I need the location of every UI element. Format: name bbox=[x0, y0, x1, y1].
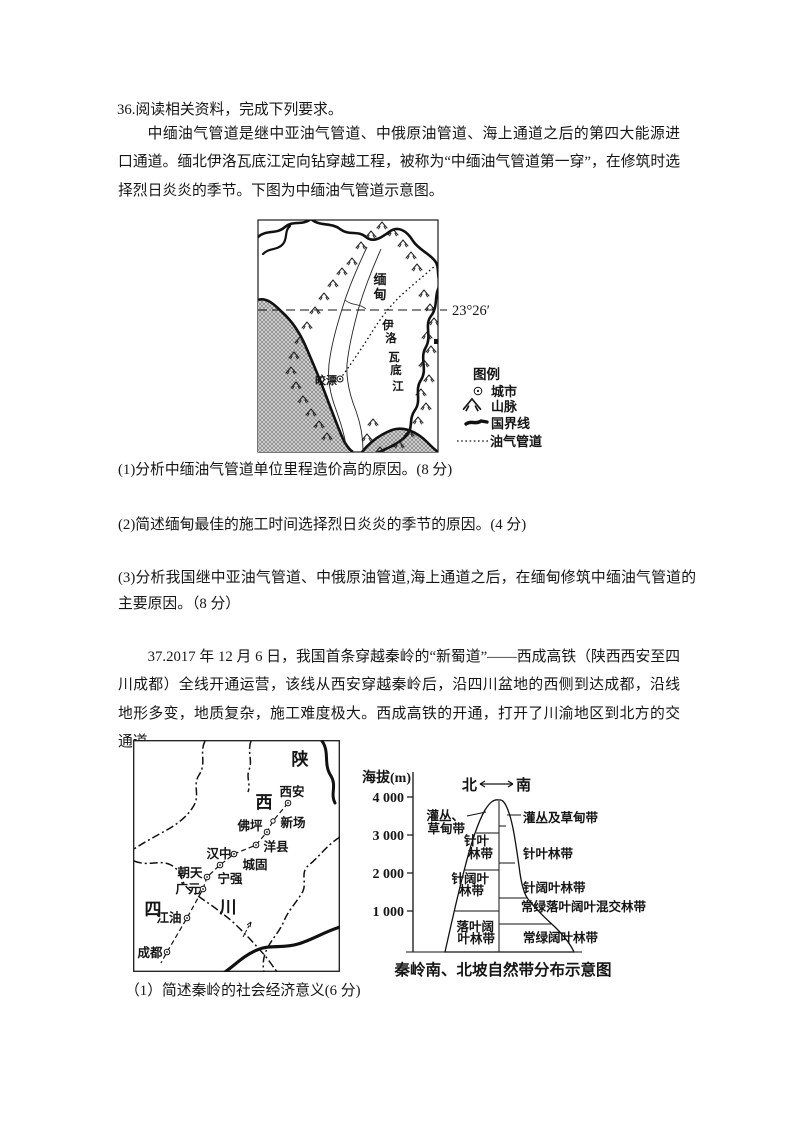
border-line-icon bbox=[464, 419, 489, 426]
latitude-label: 23°26′ bbox=[452, 303, 490, 319]
city-label-hanzhong: 汉中 bbox=[206, 846, 231, 861]
north-south-arrow bbox=[479, 780, 514, 788]
south-belt-lines bbox=[499, 814, 551, 925]
mountain-profile bbox=[444, 799, 576, 953]
south-belt-evergreen: 常绿阔叶林带 bbox=[523, 930, 599, 945]
legend-item-city: 城市 bbox=[491, 384, 517, 399]
tick-1000: 1 000 bbox=[373, 905, 405, 920]
north-belt-deciduous-2: 叶林带 bbox=[457, 931, 495, 946]
city-label-chaotian: 朝天 bbox=[177, 865, 203, 880]
question-36-3: (3)分析我国继中亚油气管道、中俄原油管道,海上通道之后，在缅甸修筑中缅油气管道… bbox=[118, 570, 696, 612]
qinling-belt-diagram: 海拔(m) 4 000 3 000 2 000 1 000 北 南 灌丛、 草甸… bbox=[362, 769, 647, 979]
question-36-2: (2)简述缅甸最佳的施工时间选择烈日炎炎的季节的原因。(4 分) bbox=[118, 517, 527, 533]
south-belt-mixed: 针阔叶林带 bbox=[523, 880, 586, 895]
tick-2000: 2 000 bbox=[373, 867, 405, 882]
question-36-intro: 中缅油气管道是继中亚油气管道、中俄原油管道、海上通道之后的第四大能源进口通道。缅… bbox=[118, 126, 680, 199]
small-dashed-segment bbox=[242, 921, 252, 938]
south-label: 南 bbox=[516, 776, 531, 794]
city-marker-dots bbox=[166, 802, 289, 953]
y-axis-ticks bbox=[407, 796, 413, 912]
diagram-caption: 秦岭南、北坡自然带分布示意图 bbox=[393, 960, 611, 979]
city-label-guangyuan: 广元 bbox=[175, 881, 201, 896]
sea-area bbox=[258, 299, 353, 452]
north-belt-shrub-1: 灌丛、 bbox=[425, 808, 464, 823]
city-label-yangxian: 洋县 bbox=[263, 839, 289, 854]
city-label-xinchang: 新场 bbox=[280, 815, 305, 830]
river-label-char5: 江 bbox=[392, 379, 404, 393]
legend-title: 图例 bbox=[473, 366, 500, 382]
question-37-intro: 37.2017 年 12 月 6 日，我国首条穿越秦岭的“新蜀道”——西成高铁（… bbox=[118, 649, 680, 751]
south-belt-shrub: 灌丛及草甸带 bbox=[522, 810, 599, 825]
province-boundary-lines bbox=[133, 740, 340, 972]
question-36-1: (1)分析中缅油气管道单位里程造价高的原因。(8 分) bbox=[118, 462, 453, 478]
legend-item-border: 国界线 bbox=[491, 416, 530, 431]
south-belt-conifer: 针叶林带 bbox=[523, 846, 574, 861]
river-label-char1: 伊 bbox=[381, 318, 394, 332]
small-arrowhead bbox=[246, 921, 252, 928]
thick-boundary-lines bbox=[223, 740, 340, 972]
north-label: 北 bbox=[462, 777, 477, 794]
city-label-foping: 佛坪 bbox=[236, 818, 263, 833]
river-label-char4: 底 bbox=[390, 363, 402, 377]
city-label: 皎漂 bbox=[315, 373, 337, 387]
city-marker bbox=[336, 375, 344, 383]
legend-item-pipeline: 油气管道 bbox=[490, 434, 542, 449]
xicheng-railway-map: 陕 西 四 川 西安 新场 佛坪 洋县 汉中 城固 朝天 宁强 广元 江油 成都 bbox=[133, 740, 340, 972]
country-label-char2: 甸 bbox=[372, 287, 386, 302]
country-label-char1: 缅 bbox=[373, 272, 386, 287]
y-axis-label: 海拔(m) bbox=[362, 769, 411, 786]
irrawaddy-river bbox=[328, 246, 382, 451]
south-belt-evergreen-deciduous: 常绿落叶阔叶混交林带 bbox=[521, 899, 647, 914]
province-label-shan: 陕 bbox=[292, 749, 309, 769]
province-label-si: 四 bbox=[145, 900, 162, 919]
legend-item-mountain: 山脉 bbox=[491, 399, 518, 414]
question-36-heading: 36.阅读相关资料，完成下列要求。 bbox=[117, 102, 343, 118]
north-belt-lines bbox=[455, 811, 499, 912]
tick-4000: 4 000 bbox=[373, 791, 405, 806]
railway-line bbox=[160, 802, 289, 964]
province-label-xi: 西 bbox=[256, 793, 273, 812]
river-label-char2: 洛 bbox=[385, 331, 397, 345]
question-37-1: （1）简述秦岭的社会经济意义(6 分) bbox=[125, 983, 361, 999]
north-belt-deciduous-1: 落叶阔 bbox=[456, 919, 494, 934]
map-body: 陕 西 四 川 西安 新场 佛坪 洋县 汉中 城固 朝天 宁强 广元 江油 成都 bbox=[133, 740, 340, 972]
north-belt-conifer-1: 针叶 bbox=[464, 833, 490, 848]
province-label-chuan: 川 bbox=[219, 898, 237, 917]
city-icon bbox=[473, 386, 483, 396]
city-label-ningqiang: 宁强 bbox=[217, 871, 243, 886]
north-belt-mixed-1: 针阔叶 bbox=[451, 871, 489, 886]
mountain-icon bbox=[462, 398, 482, 412]
city-label-chengdu: 成都 bbox=[137, 945, 163, 960]
map-legend: 图例 城市 山脉 国界线 油气管道 bbox=[457, 366, 542, 449]
city-label-jiangyou: 江油 bbox=[156, 910, 181, 925]
north-belt-mixed-2: 林带 bbox=[459, 883, 485, 898]
city-label-xian: 西安 bbox=[279, 784, 304, 799]
myanmar-pipeline-map: 缅 甸 伊 洛 瓦 底 江 皎漂 23°26′ 图例 城市 山脉 国界线 油气管… bbox=[257, 219, 542, 453]
border-city-square bbox=[434, 339, 438, 344]
north-belt-shrub-2: 草甸带 bbox=[427, 821, 465, 836]
river-label-char3: 瓦 bbox=[388, 351, 400, 364]
tick-3000: 3 000 bbox=[373, 829, 405, 844]
city-label-chenggu: 城固 bbox=[242, 857, 267, 872]
north-belt-conifer-2: 林带 bbox=[468, 846, 494, 861]
